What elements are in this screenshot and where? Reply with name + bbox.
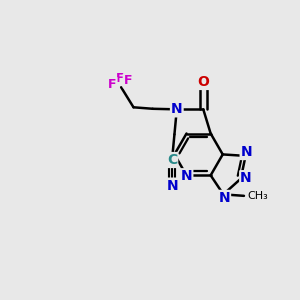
Text: N: N (181, 169, 192, 183)
Text: C: C (167, 153, 177, 167)
Text: N: N (171, 102, 183, 116)
Text: N: N (241, 145, 252, 159)
Text: N: N (166, 178, 178, 193)
Text: N: N (218, 191, 230, 205)
Text: F: F (124, 74, 132, 87)
Text: F: F (108, 78, 117, 91)
Text: F: F (116, 72, 124, 85)
Text: N: N (240, 171, 252, 185)
Text: O: O (197, 75, 209, 89)
Text: CH₃: CH₃ (248, 191, 268, 201)
